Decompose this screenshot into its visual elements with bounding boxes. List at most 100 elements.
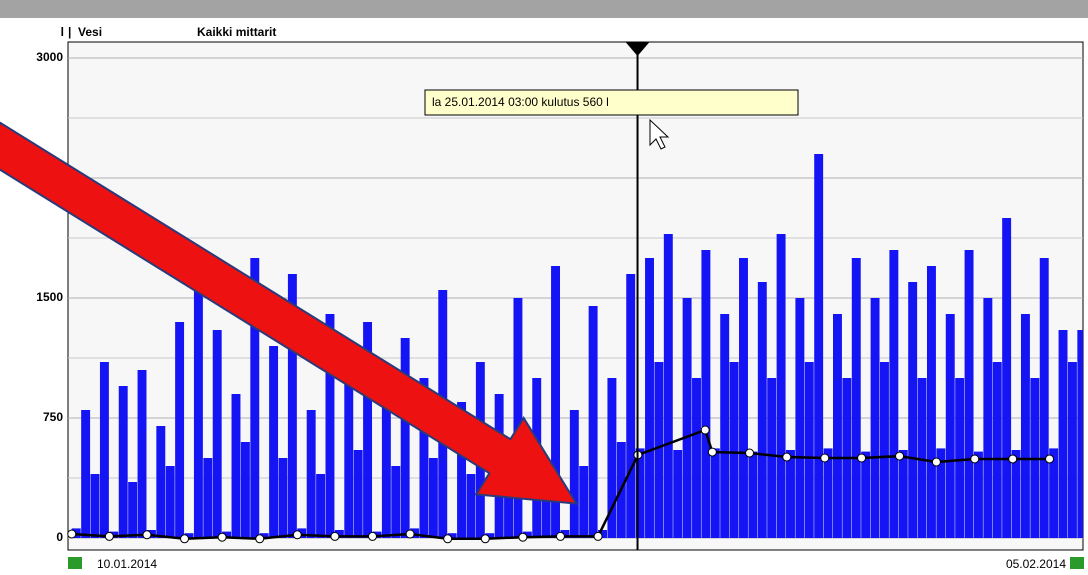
bar <box>880 362 889 538</box>
line-point <box>931 457 941 467</box>
bar <box>551 266 560 538</box>
bar <box>128 482 138 538</box>
bar <box>569 410 579 538</box>
bar <box>729 362 739 538</box>
bar <box>381 394 391 538</box>
bar <box>175 322 185 538</box>
bar <box>118 386 128 538</box>
bar <box>165 466 175 538</box>
bar <box>626 274 636 538</box>
bar <box>372 531 382 538</box>
bar <box>240 442 250 538</box>
line-layer <box>67 425 1055 544</box>
bar <box>992 362 1002 538</box>
cursor <box>625 42 650 550</box>
bar <box>786 450 795 538</box>
bar <box>541 466 551 538</box>
line-point <box>707 447 717 457</box>
line-point <box>368 531 377 541</box>
line-point <box>480 534 490 544</box>
bar <box>692 378 701 538</box>
bar <box>635 448 645 538</box>
bar <box>579 466 589 538</box>
line-point <box>443 534 453 544</box>
bar <box>945 314 955 538</box>
bar <box>598 530 607 538</box>
line-point <box>895 451 905 461</box>
bar <box>833 314 842 538</box>
bar <box>814 154 824 538</box>
bar <box>936 448 946 538</box>
bar <box>109 531 119 538</box>
line-point <box>142 530 152 540</box>
y-tick-label: 3000 <box>36 50 63 64</box>
bar <box>1002 218 1012 538</box>
bar <box>137 370 147 538</box>
bar <box>955 378 965 538</box>
bar <box>1011 450 1021 538</box>
bar <box>654 362 664 538</box>
bar <box>1077 330 1083 538</box>
bar <box>560 530 570 538</box>
bar <box>428 458 438 538</box>
bar <box>222 531 232 538</box>
bar <box>522 531 532 538</box>
bar <box>720 314 730 538</box>
bar <box>316 474 326 538</box>
bar <box>203 458 213 538</box>
line-point <box>292 530 302 540</box>
line-point <box>217 532 227 542</box>
bar <box>757 282 767 538</box>
bar <box>250 258 260 538</box>
next-button[interactable] <box>1070 557 1084 569</box>
tooltip-box <box>424 89 799 116</box>
bar <box>1039 258 1049 538</box>
line-point <box>593 531 603 541</box>
bar <box>325 314 335 538</box>
bar <box>259 533 269 538</box>
bar <box>1020 314 1030 538</box>
bar <box>146 530 156 538</box>
bar <box>767 378 777 538</box>
bar <box>926 266 936 538</box>
chart-subtitle: Kaikki mittarit <box>197 25 276 39</box>
bar <box>917 378 927 538</box>
line-point <box>782 452 792 462</box>
bar <box>851 258 861 538</box>
bar <box>1067 362 1077 538</box>
bar <box>607 378 617 538</box>
bar <box>973 451 983 538</box>
bar <box>870 298 880 538</box>
start-date: 10.01.2014 <box>97 557 157 571</box>
line-point <box>518 532 528 542</box>
line-point <box>555 531 565 541</box>
prev-button[interactable] <box>68 557 82 569</box>
bar <box>400 338 410 538</box>
line-point <box>820 453 830 463</box>
bar <box>682 298 692 538</box>
chart-title: Vesi <box>78 25 102 39</box>
cursor-marker <box>625 42 650 56</box>
end-date: 05.02.2014 <box>1006 557 1066 571</box>
bar <box>90 474 100 538</box>
bar <box>334 530 344 538</box>
line-point <box>104 531 114 541</box>
arrow-shape <box>0 121 579 505</box>
bar <box>466 474 476 538</box>
bar <box>156 426 166 538</box>
unit-label: l <box>61 25 64 39</box>
line-point <box>970 454 980 464</box>
bar <box>99 362 109 538</box>
line-point <box>857 453 867 463</box>
tooltip-text: la 25.01.2014 03:00 kulutus 560 l <box>432 95 609 109</box>
bar <box>212 330 222 538</box>
bar <box>823 448 833 538</box>
bar <box>410 528 420 538</box>
bar <box>457 402 467 538</box>
bar <box>983 298 993 538</box>
bar <box>889 250 899 538</box>
bar <box>964 250 974 538</box>
bar <box>804 362 814 538</box>
